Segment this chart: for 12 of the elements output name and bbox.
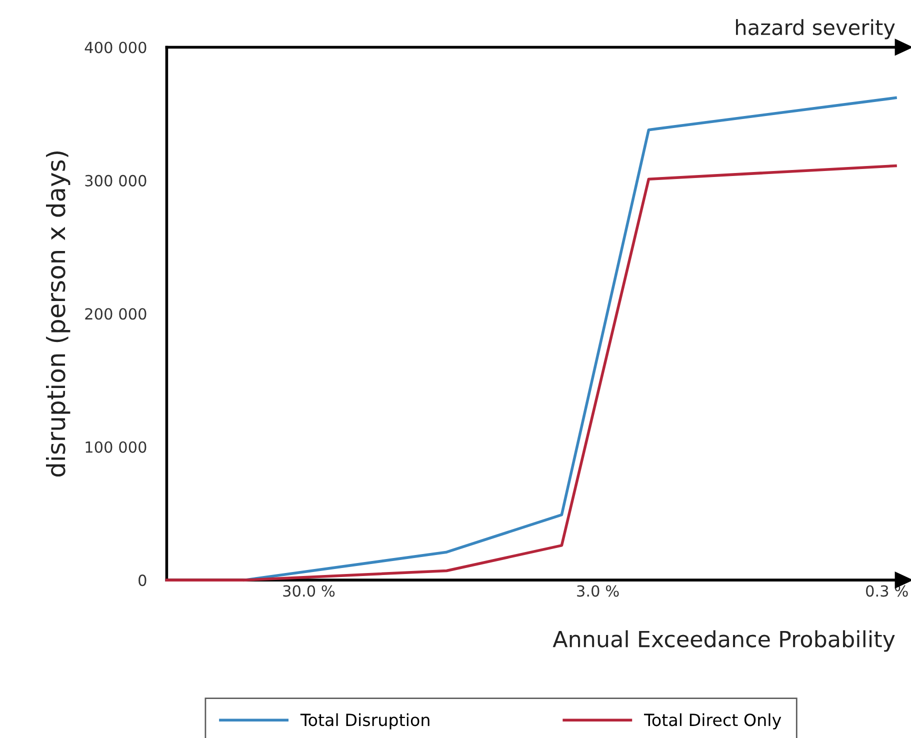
y-tick-label: 400 000 xyxy=(84,42,146,54)
y-axis-title: disruption (person x days) xyxy=(46,152,70,477)
y-tick-label: 300 000 xyxy=(85,174,146,186)
y-tick-label: 0 xyxy=(138,574,146,586)
y-tick-label: 100 000 xyxy=(86,441,146,453)
legend-label: Total Disruption xyxy=(300,713,430,730)
x-tick-label: 3.0 % xyxy=(577,585,619,597)
y-tick-label: 200 000 xyxy=(85,308,146,320)
x-axis-title: Annual Exceedance Probability xyxy=(552,630,895,652)
legend-label: Total Direct Only xyxy=(644,713,782,730)
x-tick-label: 30.0 % xyxy=(283,585,335,597)
text: hazard severity xyxy=(736,19,895,40)
